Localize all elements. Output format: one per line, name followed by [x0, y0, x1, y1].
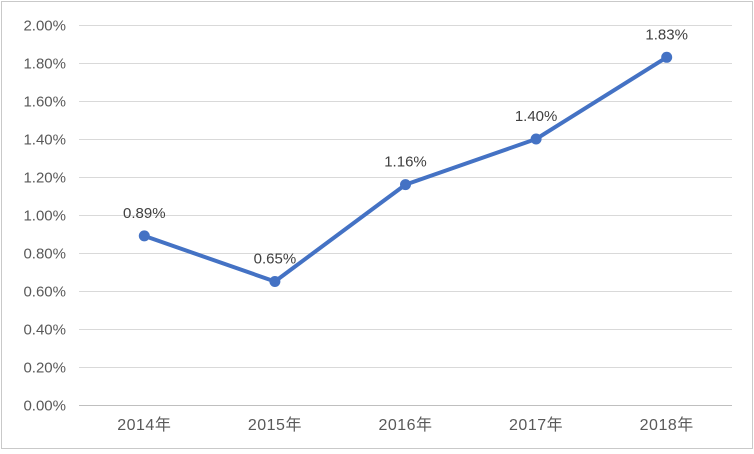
y-axis-tick-label: 1.20%: [23, 170, 66, 187]
y-axis-tick-label: 0.20%: [23, 360, 66, 377]
data-point-marker: [661, 51, 673, 63]
data-point-marker: [138, 230, 150, 242]
y-axis-tick-label: 1.00%: [23, 208, 66, 225]
y-axis-tick-label: 0.80%: [23, 246, 66, 263]
y-axis-tick-label: 1.40%: [23, 132, 66, 149]
data-point-label: 1.83%: [645, 26, 688, 43]
data-point-label: 0.65%: [254, 251, 297, 268]
chart-canvas: 0.00% 0.20% 0.40% 0.60% 0.80% 1.00% 1.20% 1.40%…: [23, 18, 732, 434]
y-axis-tick-label: 0.60%: [23, 284, 66, 301]
data-point-marker: [269, 276, 281, 287]
x-axis-category-label: 2015年: [248, 416, 302, 434]
y-axis-tick-label: 1.60%: [23, 94, 66, 111]
y-axis-tick-label: 0.00%: [23, 398, 66, 415]
x-axis-category-label: 2018年: [640, 416, 694, 434]
y-axis-tick-label: 1.80%: [23, 56, 66, 73]
data-point-label: 0.89%: [123, 205, 166, 222]
data-point-marker: [530, 133, 542, 145]
data-point-label: 1.16%: [384, 154, 427, 171]
x-axis-category-label: 2017年: [509, 416, 563, 434]
data-point-label: 1.40%: [515, 108, 558, 125]
data-point-marker: [400, 179, 411, 191]
x-axis-category-label: 2014年: [117, 416, 171, 434]
y-axis-tick-label: 2.00%: [23, 18, 66, 35]
y-axis-tick-label: 0.40%: [23, 322, 66, 339]
x-axis-category-label: 2016年: [378, 416, 432, 434]
